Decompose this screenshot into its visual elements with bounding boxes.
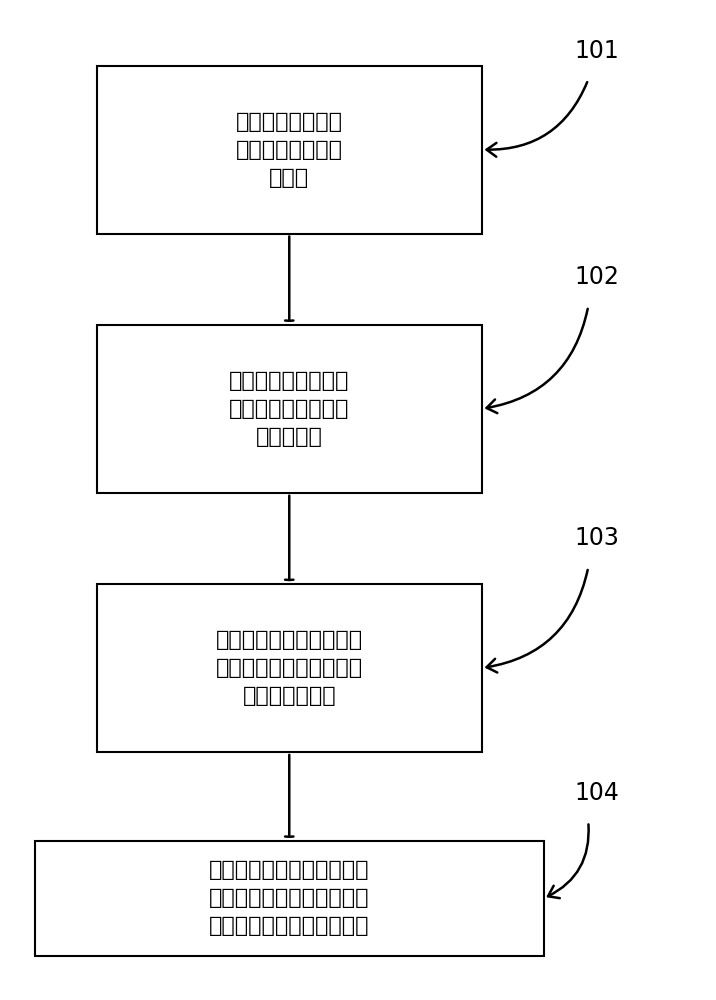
Text: 将合成波束指向角作为声线
的初始入射角，利用回波时
间进行声速修正和坐标归位: 将合成波束指向角作为声线 的初始入射角，利用回波时 间进行声速修正和坐标归位 bbox=[209, 860, 369, 936]
FancyArrowPatch shape bbox=[487, 82, 587, 157]
Text: 根据发射面方程和接收面
方程确定回波到达时刻的
合成波束指向角: 根据发射面方程和接收面 方程确定回波到达时刻的 合成波束指向角 bbox=[216, 630, 363, 706]
FancyBboxPatch shape bbox=[97, 66, 482, 234]
FancyArrowPatch shape bbox=[487, 309, 588, 413]
FancyArrowPatch shape bbox=[548, 824, 589, 898]
FancyBboxPatch shape bbox=[97, 584, 482, 752]
Text: 103: 103 bbox=[574, 526, 619, 550]
FancyArrowPatch shape bbox=[487, 570, 588, 673]
FancyBboxPatch shape bbox=[35, 841, 543, 956]
Text: 根据横摇稳定后的
相控角进行接收波
束形成: 根据横摇稳定后的 相控角进行接收波 束形成 bbox=[236, 112, 343, 188]
Text: 利用波束形成后的信
号的幅相信息估计回
波到达时间: 利用波束形成后的信 号的幅相信息估计回 波到达时间 bbox=[229, 371, 349, 447]
FancyBboxPatch shape bbox=[97, 325, 482, 493]
Text: 104: 104 bbox=[574, 781, 619, 805]
Text: 101: 101 bbox=[574, 39, 619, 63]
Text: 102: 102 bbox=[574, 265, 619, 289]
